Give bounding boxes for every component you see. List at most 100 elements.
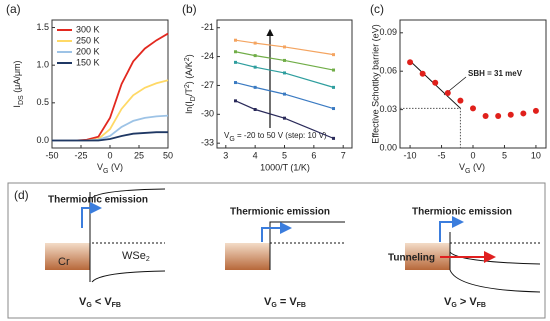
- point: [507, 111, 514, 118]
- y-tick-label: 0.03: [379, 104, 397, 114]
- marker: [233, 60, 237, 64]
- valence-band: [449, 269, 541, 293]
- legend-label: 150 K: [76, 57, 100, 67]
- legend-label: 200 K: [76, 46, 100, 56]
- marker: [283, 45, 286, 49]
- marker: [253, 85, 257, 89]
- series-line: [235, 81, 334, 110]
- caption: VG = VFB: [264, 296, 306, 309]
- semiconductor-label: WSe2: [122, 250, 150, 263]
- series-line: [52, 131, 168, 142]
- marker: [233, 81, 237, 85]
- x-tick-label: 6: [311, 150, 316, 160]
- x-tick-label: 3: [223, 150, 228, 160]
- y-tick-label: 0.09: [379, 27, 397, 37]
- point: [482, 113, 489, 119]
- marker: [283, 92, 286, 96]
- conduction-band: [91, 188, 166, 199]
- conduction-band: [449, 251, 541, 265]
- point: [407, 59, 414, 66]
- plot-frame: [399, 19, 547, 149]
- panel-label: (d): [14, 188, 29, 202]
- x-tick-label: -50: [45, 150, 58, 160]
- marker: [283, 58, 286, 62]
- series-line: [52, 79, 169, 142]
- caption: VG > VFB: [444, 296, 486, 309]
- x-tick-label: -10: [404, 150, 417, 160]
- point: [432, 79, 439, 86]
- point: [444, 89, 451, 96]
- thermionic-arrow: [81, 202, 102, 228]
- series-line: [235, 61, 334, 88]
- x-tick-label: 7: [341, 150, 346, 160]
- marker: [253, 65, 257, 69]
- y-tick-label: -27: [201, 80, 214, 90]
- y-tick-label: 0.0: [36, 135, 49, 145]
- y-tick-label: -24: [201, 51, 214, 61]
- marker: [233, 38, 237, 42]
- point: [457, 97, 464, 104]
- x-tick-label: 5: [282, 150, 287, 160]
- y-tick-label: 1.0: [36, 60, 49, 70]
- plot-frame: [216, 19, 353, 149]
- metal: [225, 243, 270, 270]
- x-tick-label: -25: [74, 150, 87, 160]
- legend-label: 250 K: [76, 35, 100, 45]
- marker: [233, 99, 237, 103]
- point: [470, 105, 476, 112]
- x-tick-label: -5: [438, 150, 446, 160]
- x-tick-label: 0: [470, 150, 475, 160]
- metal-label: Cr: [58, 256, 70, 268]
- valence-band: [91, 270, 166, 283]
- annotation: SBH = 31 meV: [468, 69, 523, 78]
- heading: Thermionic emission: [48, 195, 148, 206]
- metal: [45, 243, 90, 270]
- conduction-band: [269, 221, 345, 270]
- y-tick-label: 0.5: [36, 97, 49, 107]
- y-axis-label: ln(ID/T2) (A/K2): [184, 54, 197, 113]
- x-axis-label: VG (V): [459, 162, 485, 174]
- y-tick-label: 1.5: [36, 22, 49, 32]
- point: [520, 110, 527, 117]
- y-axis-label: IDS (μA/μm): [12, 60, 24, 107]
- x-tick-label: 0: [107, 150, 112, 160]
- diagram: (d) Thermionic emission Cr WSe2 VG < VFB…: [7, 182, 546, 319]
- annotation: VG = -20 to 50 V (step: 10 V): [224, 131, 327, 143]
- marker: [233, 50, 237, 54]
- marker: [332, 53, 336, 57]
- marker: [332, 85, 336, 89]
- x-axis-label: VG (V): [97, 162, 123, 174]
- heading: Thermionic emission: [230, 207, 330, 218]
- marker: [253, 108, 257, 112]
- y-tick-label: 0.06: [379, 66, 397, 76]
- marker: [253, 41, 257, 45]
- thermionic-arrow: [261, 222, 292, 242]
- y-axis-label: Effective Schottky barrier (eV): [370, 24, 380, 143]
- frame: [7, 182, 546, 319]
- thermionic-arrow: [439, 216, 464, 242]
- point: [419, 70, 426, 77]
- caption: VG < VFB: [79, 296, 121, 309]
- x-tick-label: 50: [163, 150, 173, 160]
- y-tick-label: -33: [201, 138, 214, 148]
- series-line: [235, 51, 334, 71]
- point: [495, 113, 502, 119]
- panel-label: (c): [370, 2, 384, 16]
- marker: [332, 107, 336, 111]
- marker: [283, 71, 286, 75]
- x-tick-label: 10: [531, 150, 541, 160]
- marker: [332, 68, 336, 72]
- tunneling-label: Tunneling: [388, 253, 435, 264]
- x-tick-label: 25: [134, 150, 144, 160]
- series-line: [235, 39, 334, 56]
- x-tick-label: 5: [502, 150, 507, 160]
- y-tick-label: -30: [201, 109, 214, 119]
- x-tick-label: 4: [253, 150, 258, 160]
- y-tick-label: -21: [201, 22, 214, 32]
- point: [532, 107, 539, 114]
- panel-label: (b): [182, 2, 197, 16]
- series-line: [235, 100, 334, 139]
- panel-label: (a): [6, 2, 21, 16]
